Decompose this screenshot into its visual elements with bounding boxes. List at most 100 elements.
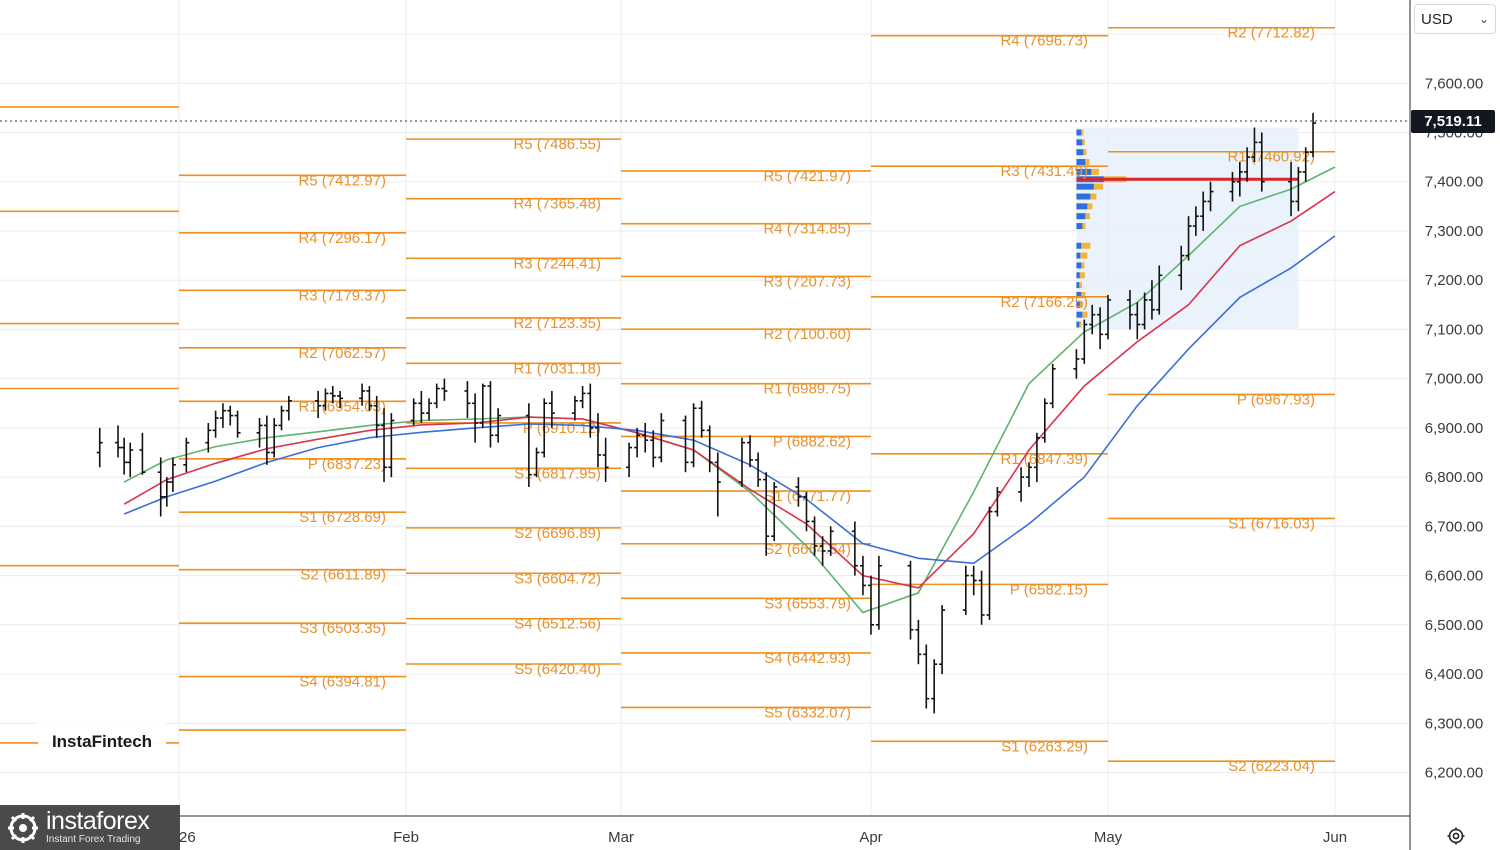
ohlc-bar	[915, 619, 922, 665]
pivot-label: S1 (6716.03)	[1228, 515, 1315, 532]
pivot-label: R4 (7314.85)	[763, 221, 851, 238]
pivot-label: P (6967.93)	[1237, 391, 1315, 408]
y-tick-label: 6,400.00	[1425, 666, 1483, 683]
ohlc-bar	[495, 408, 502, 443]
ohlc-bar	[256, 418, 263, 448]
ohlc-bar	[1049, 363, 1056, 409]
moving-average-line	[123, 166, 1336, 614]
ohlc-bar	[219, 403, 226, 428]
volume-bar-down	[1087, 203, 1093, 210]
pivot-label: R4 (7365.48)	[513, 196, 601, 213]
ohlc-bar	[811, 516, 818, 556]
ohlc-bar	[907, 560, 914, 640]
ohlc-bar	[1207, 181, 1214, 212]
ohlc-bar	[1081, 319, 1088, 364]
ohlc-bar	[263, 415, 270, 465]
ohlc-bar	[978, 570, 985, 625]
ohlc-bar	[626, 442, 633, 478]
y-tick-label: 6,200.00	[1425, 765, 1483, 782]
ohlc-bar	[366, 386, 373, 411]
currency-select[interactable]: USD ⌄	[1414, 4, 1496, 34]
ohlc-bar	[1073, 349, 1080, 379]
ohlc-bar	[472, 393, 479, 443]
settings-button[interactable]	[1444, 824, 1468, 848]
pivot-label: R1 (7460.92)	[1227, 149, 1315, 166]
y-tick-label: 7,100.00	[1425, 321, 1483, 338]
volume-bar-up	[1076, 203, 1088, 210]
ohlc-bar	[1310, 112, 1317, 158]
pivot-label: R2 (7166.25)	[1000, 294, 1088, 311]
volume-bar-down	[1083, 149, 1087, 156]
pivot-label: P (6582.15)	[1010, 581, 1088, 598]
volume-bar-down	[1081, 129, 1084, 136]
volume-bar-down	[1093, 183, 1103, 190]
ohlc-bar	[923, 644, 930, 709]
volume-bar-up	[1076, 252, 1081, 259]
ohlc-bar	[1026, 462, 1032, 487]
pivot-label: R2 (7123.35)	[513, 315, 601, 332]
y-tick-label: 7,300.00	[1425, 223, 1483, 240]
volume-bar-up	[1076, 129, 1082, 136]
x-tick-label: Apr	[859, 829, 882, 846]
ohlc-bar	[771, 482, 778, 542]
volume-bar-up	[1076, 291, 1082, 298]
volume-bar-up	[1076, 149, 1084, 156]
ohlc-bar	[533, 447, 540, 478]
pivot-label: R5 (7412.97)	[298, 172, 386, 189]
ohlc-bar	[1134, 302, 1141, 340]
pivot-label: R3 (7207.73)	[763, 273, 851, 290]
ohlc-bar	[464, 381, 471, 419]
ohlc-bar	[1126, 290, 1133, 330]
ohlc-bar	[127, 442, 134, 478]
volume-bar-up	[1076, 282, 1080, 289]
pivot-label: R4 (7296.17)	[298, 230, 386, 247]
ohlc-bar	[875, 555, 882, 630]
ohlc-bar	[706, 425, 713, 473]
volume-bar-down	[1081, 262, 1085, 269]
ohlc-bar	[278, 405, 285, 431]
ohlc-bar	[803, 491, 810, 532]
ohlc-bar	[227, 405, 234, 426]
instaforex-logo-icon	[8, 812, 38, 843]
ohlc-bar	[315, 390, 322, 419]
brand-name: instaforex	[46, 807, 150, 835]
volume-bar-down	[1085, 159, 1090, 166]
ohlc-bar	[479, 383, 486, 428]
pivot-label: S1 (6263.29)	[1001, 738, 1088, 755]
ohlc-bar	[939, 605, 946, 675]
ohlc-bar	[1185, 216, 1192, 261]
ohlc-bar	[1089, 304, 1096, 335]
moving-average-line	[123, 235, 1336, 565]
ohlc-bar	[587, 383, 594, 438]
y-tick-label: 7,400.00	[1425, 174, 1483, 191]
grid-lines	[0, 0, 1408, 816]
ohlc-bar	[994, 486, 1001, 517]
ohlc-bar	[359, 383, 366, 406]
y-tick-label: 6,300.00	[1425, 715, 1483, 732]
pivot-label: S3 (6503.35)	[299, 620, 386, 637]
pivot-label: R4 (7696.73)	[1000, 33, 1088, 50]
pivot-label: S4 (6394.81)	[299, 674, 386, 691]
ohlc-bar	[426, 398, 433, 421]
time-axis[interactable]: 2026FebMarAprMayJun	[162, 829, 1347, 846]
ohlc-bar	[819, 536, 826, 566]
ohlc-bar	[169, 457, 176, 492]
pivot-label: R1 (6954.03)	[298, 398, 386, 415]
ohlc-bar	[337, 390, 344, 409]
ohlc-bar	[1236, 162, 1243, 197]
pivot-label: S2 (6611.89)	[300, 567, 386, 584]
ohlc-bar	[1200, 191, 1207, 231]
volume-bar-up	[1076, 311, 1083, 318]
volume-bar-up	[1076, 223, 1083, 230]
ohlc-bar	[96, 427, 103, 468]
price-axis[interactable]: 6,200.00 6,300.00 6,400.00 6,500.00 6,600.00…	[1425, 75, 1483, 781]
volume-bar-down	[1082, 223, 1086, 230]
pivot-label: S5 (6420.40)	[514, 661, 601, 678]
pivot-label: R1 (6847.39)	[1000, 451, 1088, 468]
pivot-label: R3 (7179.37)	[298, 287, 386, 304]
ohlc-bar	[851, 521, 858, 576]
instaforex-logo: instaforex Instant Forex Trading	[0, 805, 180, 850]
ohlc-bar	[433, 383, 440, 409]
volume-bar-up	[1076, 262, 1082, 269]
